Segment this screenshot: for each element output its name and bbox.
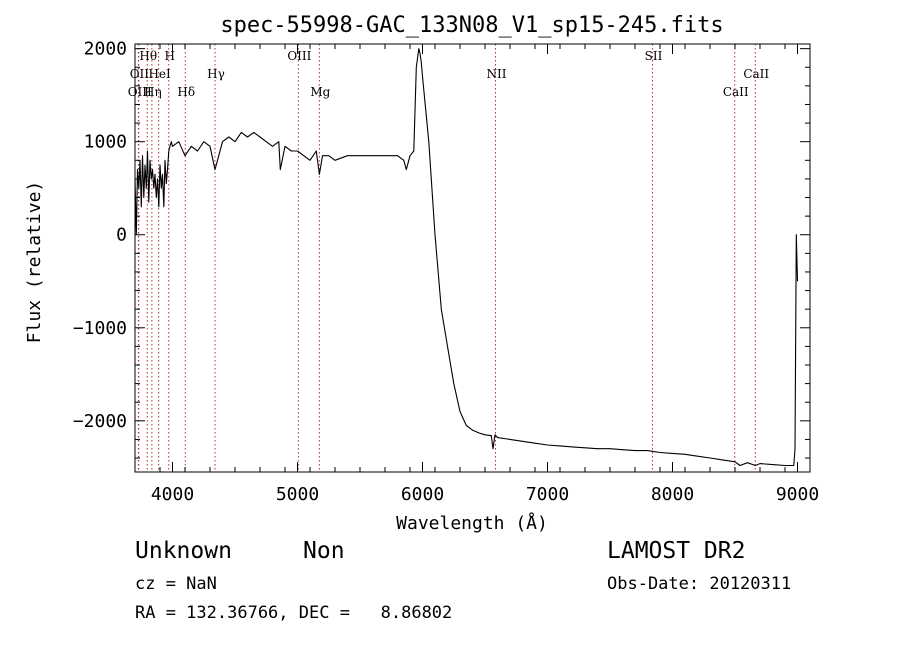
plot-frame [134, 43, 811, 473]
y-axis-label: Flux (relative) [24, 181, 45, 344]
y-tick-label-3: −1000 [73, 318, 127, 339]
chart-title: spec-55998-GAC_133N08_V1_sp15-245.fits [220, 13, 723, 38]
line-label-11: SII [645, 49, 663, 63]
line-label-2: OII [130, 67, 150, 81]
y-tick-label-2: 0 [116, 225, 127, 246]
y-tick-label-0: 2000 [84, 39, 127, 60]
survey-name: LAMOST DR2 [607, 538, 746, 564]
line-label-1: H [165, 49, 175, 63]
x-tick-label-5: 9000 [776, 484, 819, 505]
x-tick-label-2: 6000 [401, 484, 444, 505]
object-subclass: Non [303, 538, 345, 564]
x-tick-label-1: 5000 [276, 484, 319, 505]
line-label-0: Hθ [139, 49, 157, 63]
observation-date: Obs-Date: 20120311 [607, 574, 792, 594]
redshift-value: cz = NaN [135, 574, 217, 594]
line-label-12: CaII [743, 67, 769, 81]
y-tick-label-4: −2000 [73, 411, 127, 432]
object-class: Unknown [135, 538, 232, 564]
line-label-8: OIII [287, 49, 311, 63]
line-label-6: Hγ [207, 67, 225, 81]
line-label-9: Mg [310, 85, 330, 99]
line-label-13: CaII [723, 85, 749, 99]
x-tick-label-0: 4000 [151, 484, 194, 505]
coordinates: RA = 132.36766, DEC = 8.86802 [135, 603, 453, 623]
spectrum-line [134, 48, 799, 467]
line-label-4: OIII [128, 85, 152, 99]
line-label-7: Hδ [177, 85, 195, 99]
x-tick-label-3: 7000 [526, 484, 569, 505]
line-label-5: Hη [144, 85, 162, 99]
x-axis-label: Wavelength (Å) [396, 512, 548, 534]
x-tick-label-4: 8000 [651, 484, 694, 505]
line-label-10: NII [487, 67, 507, 81]
line-label-3: HeI [148, 67, 171, 81]
y-tick-label-1: 1000 [84, 132, 127, 153]
